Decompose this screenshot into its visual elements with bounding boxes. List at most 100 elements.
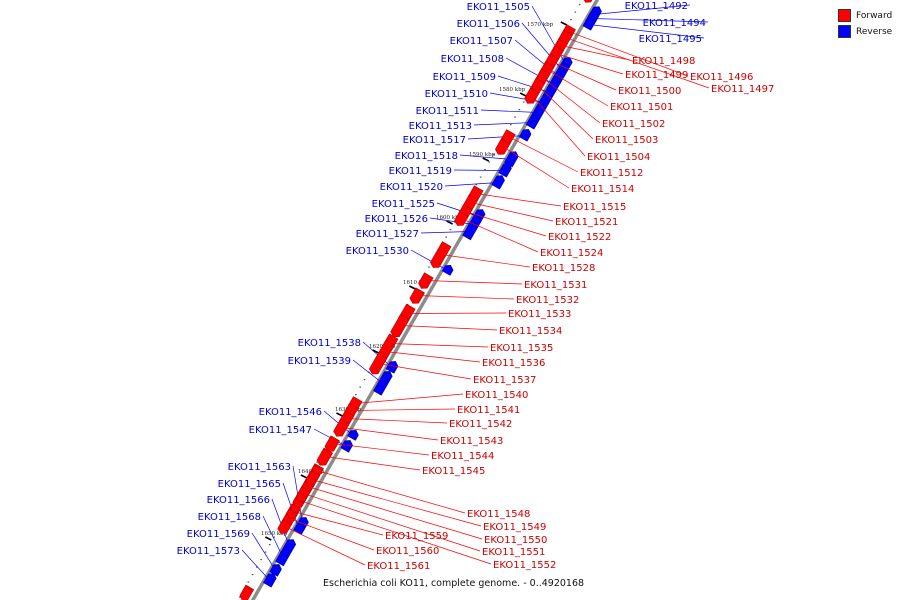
forward-gene-label: EKO11_1502 [602, 119, 665, 130]
scale-label: 1650 kbp [261, 531, 288, 537]
reverse-gene-label: EKO11_1517 [403, 135, 466, 146]
genome-caption: Escherichia coli KO11, complete genome. … [323, 578, 585, 589]
forward-gene-leader [303, 493, 481, 552]
forward-gene-feature [311, 464, 324, 475]
reverse-gene-feature [491, 175, 505, 190]
track-tick [355, 394, 357, 396]
forward-gene-label: EKO11_1537 [473, 375, 536, 386]
track-tick [445, 236, 448, 238]
forward-gene-label: EKO11_1548 [467, 509, 530, 520]
forward-gene-leader [399, 325, 498, 331]
scale-label: 1580 kbp [499, 87, 526, 93]
track-tick [251, 574, 254, 576]
scale-tick [264, 536, 272, 541]
forward-gene-leader [311, 479, 482, 527]
reverse-gene-label: EKO11_1530 [346, 246, 409, 257]
reverse-gene-label: EKO11_1505 [467, 2, 530, 13]
track-tick [260, 559, 262, 561]
forward-gene-label: EKO11_1560 [376, 546, 439, 557]
forward-gene-label: EKO11_1536 [482, 358, 545, 369]
reverse-gene-leader [444, 182, 499, 187]
forward-gene-leader [378, 363, 472, 380]
forward-gene-feature [583, 0, 593, 3]
forward-gene-feature [239, 584, 255, 600]
forward-gene-label: EKO11_1528 [532, 263, 595, 274]
track-tick [449, 229, 452, 231]
track-tick [316, 461, 318, 463]
forward-gene-label: EKO11_1503 [595, 135, 658, 146]
forward-gene-leader [551, 61, 617, 91]
forward-gene-label: EKO11_1534 [499, 326, 562, 337]
forward-gene-feature [295, 492, 308, 502]
forward-gene-leader [546, 69, 609, 107]
reverse-gene-leader [473, 122, 533, 126]
forward-gene-leader [470, 202, 554, 222]
scale-tick [519, 92, 527, 97]
forward-gene-label: EKO11_1559 [385, 531, 448, 542]
forward-gene-leader [293, 511, 384, 536]
track-tick [454, 221, 456, 223]
scale-tick [372, 349, 379, 354]
reverse-gene-label: EKO11_1520 [380, 182, 443, 193]
forward-gene-feature [292, 497, 305, 508]
reverse-gene-feature [525, 115, 540, 130]
legend-forward: Forward [838, 9, 892, 22]
forward-gene-label: EKO11_1504 [587, 152, 650, 163]
scale-tick [482, 157, 490, 162]
reverse-gene-label: EKO11_1519 [389, 166, 452, 177]
forward-gene-label: EKO11_1521 [555, 217, 618, 228]
legend-reverse: Reverse [838, 25, 892, 38]
track-tick [514, 116, 516, 118]
reverse-gene-label: EKO11_1569 [187, 529, 250, 540]
forward-gene-label: EKO11_1561 [367, 561, 430, 572]
forward-gene-leader [385, 351, 481, 363]
track-tick [359, 386, 361, 388]
track-tick [428, 266, 430, 268]
forward-gene-label: EKO11_1496 [690, 72, 753, 83]
forward-gene-label: EKO11_1514 [571, 184, 634, 195]
reverse-gene-leader [480, 109, 539, 113]
reverse-gene-label: EKO11_1546 [259, 407, 322, 418]
forward-gene-leader [560, 45, 631, 61]
forward-gene-leader [417, 295, 515, 300]
reverse-gene-label: EKO11_1547 [249, 425, 312, 436]
reverse-gene-leader [420, 231, 471, 234]
forward-gene-feature [308, 470, 321, 480]
reverse-gene-label: EKO11_1513 [409, 121, 472, 132]
track-tick [578, 4, 581, 6]
legend-forward-label: Forward [856, 10, 893, 21]
legend-reverse-label: Reverse [856, 26, 893, 37]
reverse-gene-label: EKO11_1539 [288, 356, 351, 367]
forward-gene-leader [465, 211, 547, 237]
forward-gene-leader [332, 443, 430, 456]
track-tick [238, 596, 241, 598]
forward-gene-label: EKO11_1540 [465, 390, 528, 401]
scale-label: 1600 kbp [436, 215, 463, 221]
track-tick [256, 566, 258, 568]
forward-gene-leader [502, 146, 570, 189]
forward-gene-label: EKO11_1535 [490, 343, 553, 354]
reverse-gene-label: EKO11_1518 [395, 151, 458, 162]
forward-gene-label: EKO11_1532 [516, 295, 579, 306]
reverse-gene-leader [489, 92, 545, 103]
forward-gene-leader [461, 218, 539, 253]
track-tick [518, 109, 521, 111]
forward-gene-leader [508, 136, 579, 173]
reverse-gene-leader [251, 532, 276, 571]
reverse-gene-label: EKO11_1507 [450, 36, 513, 47]
forward-gene-leader [565, 37, 710, 89]
scale-label: 1590 kbp [469, 152, 496, 158]
forward-gene-label: EKO11_1524 [540, 248, 603, 259]
track-tick [492, 154, 495, 156]
forward-gene-feature [286, 508, 298, 519]
forward-gene-label: EKO11_1501 [610, 102, 673, 113]
scale-label: 1610 kbp [403, 280, 430, 286]
forward-gene-label: EKO11_1533 [508, 309, 571, 320]
forward-gene-label: EKO11_1499 [625, 70, 688, 81]
reverse-gene-label: EKO11_1508 [441, 54, 504, 65]
forward-gene-label: EKO11_1531 [524, 280, 587, 291]
reverse-gene-leader [410, 249, 448, 271]
track-tick [273, 536, 275, 538]
forward-gene-leader [299, 500, 492, 565]
forward-gene-label: EKO11_1497 [711, 84, 774, 95]
